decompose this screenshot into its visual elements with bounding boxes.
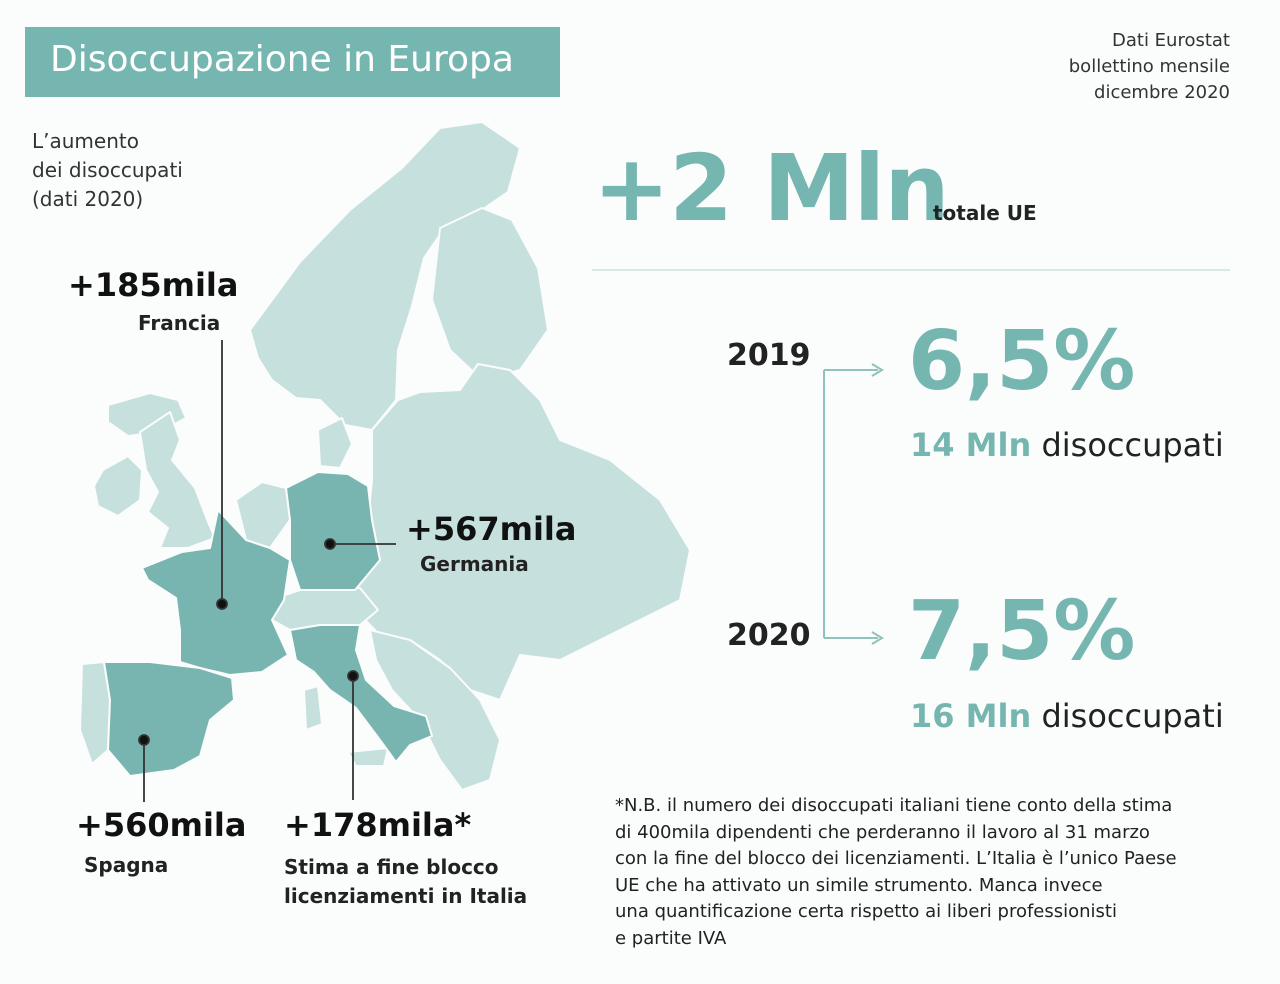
total-label: totale UE	[933, 201, 1037, 225]
count-2020: 16 Mln disoccupati	[910, 697, 1224, 735]
germany-value: +567mila	[406, 510, 577, 548]
italy-label: Stima a fine blocco licenziamenti in Ita…	[284, 855, 528, 908]
sicily-region	[347, 747, 389, 767]
uk-region	[139, 411, 216, 549]
france-value: +185mila	[68, 266, 239, 304]
germany-label: Germania	[420, 552, 529, 576]
sardinia-region	[303, 685, 323, 731]
denmark-region	[317, 417, 353, 469]
spain-shape	[103, 661, 235, 777]
finland-region	[431, 207, 549, 381]
balkans-region	[369, 629, 501, 791]
title-banner: Disoccupazione in Europa	[25, 27, 560, 97]
italy-shape	[289, 624, 433, 763]
rate-2019: 6,5%	[908, 314, 1136, 409]
scandinavia-region	[249, 121, 521, 431]
france-shape	[141, 509, 291, 676]
source-note: Dati Eurostat bollettino mensile dicembr…	[1068, 30, 1230, 103]
total-value: +2 Mln	[593, 135, 950, 242]
alps-region	[269, 587, 379, 631]
map-subtitle: L’aumento dei disoccupati (dati 2020)	[32, 129, 183, 211]
spain-label: Spagna	[84, 853, 169, 877]
france-label: Francia	[138, 311, 221, 335]
footnote: *N.B. il numero dei disoccupati italiani…	[615, 795, 1177, 949]
ireland-region	[93, 455, 143, 517]
year-2020: 2020	[727, 618, 811, 653]
page-title: Disoccupazione in Europa	[50, 39, 514, 80]
spain-value: +560mila	[76, 806, 247, 844]
germany-shape	[285, 471, 381, 591]
year-2019: 2019	[727, 338, 811, 373]
italy-value: +178mila*	[284, 806, 472, 844]
divider	[592, 269, 1230, 271]
rate-2020: 7,5%	[908, 584, 1136, 679]
count-2019: 14 Mln disoccupati	[910, 426, 1224, 464]
